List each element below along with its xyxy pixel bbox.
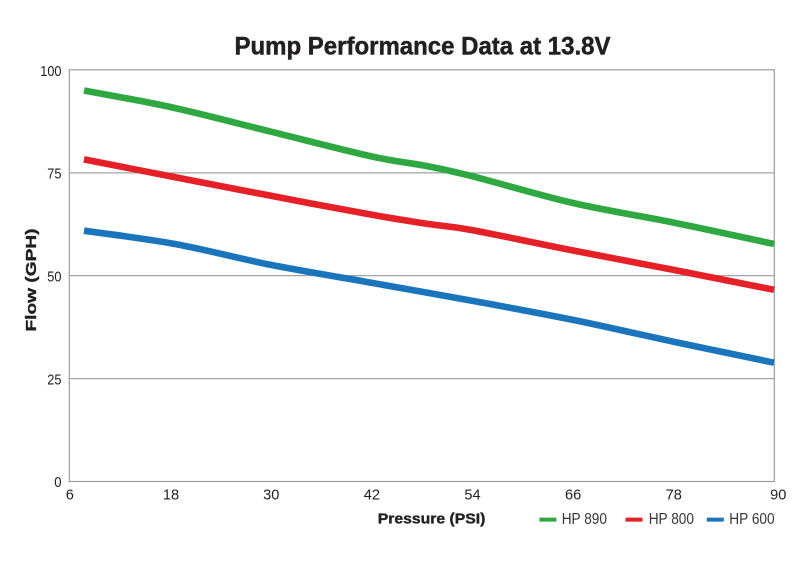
svg-text:50: 50	[47, 269, 61, 285]
svg-text:HP 890: HP 890	[562, 511, 607, 528]
svg-text:78: 78	[666, 488, 682, 504]
svg-text:25: 25	[47, 372, 61, 388]
svg-text:90: 90	[770, 488, 786, 504]
svg-text:18: 18	[163, 488, 179, 504]
svg-text:HP 600: HP 600	[729, 511, 774, 528]
svg-text:42: 42	[364, 488, 380, 504]
svg-text:100: 100	[40, 64, 61, 80]
svg-text:Flow (GPH): Flow (GPH)	[24, 228, 40, 331]
svg-text:HP 800: HP 800	[649, 511, 694, 528]
svg-text:Pressure (PSI): Pressure (PSI)	[378, 512, 486, 528]
svg-text:Pump Performance Data at 13.8V: Pump Performance Data at 13.8V	[235, 32, 611, 60]
svg-text:0: 0	[54, 475, 61, 491]
svg-text:66: 66	[565, 488, 581, 504]
svg-text:6: 6	[66, 488, 74, 504]
svg-text:75: 75	[47, 167, 61, 183]
svg-text:30: 30	[263, 488, 279, 504]
svg-text:54: 54	[464, 488, 480, 504]
